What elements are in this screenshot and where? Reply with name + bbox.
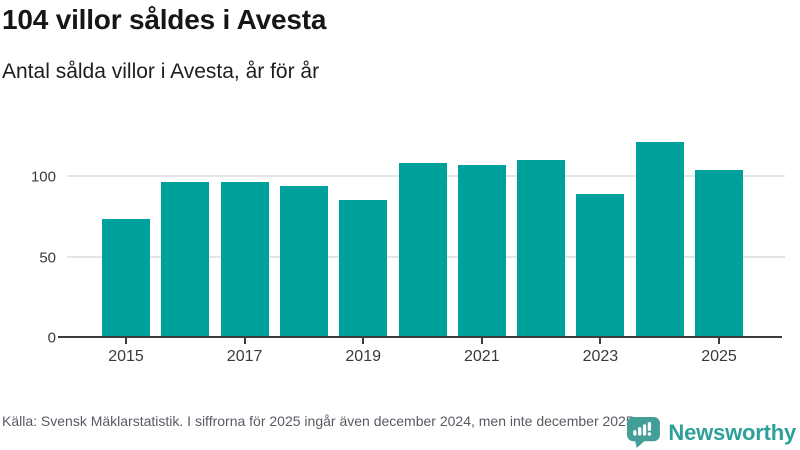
x-axis-tick-label: 2019 [345,348,381,365]
x-axis-tick [125,338,127,344]
bar-2022 [517,160,565,337]
y-axis-tick-label: 0 [47,329,56,347]
x-axis-tick-label: 2017 [226,348,263,365]
bar-chart: 0 50 100 2015 2017 2019 2021 2023 2025 [0,120,800,370]
x-axis-tick [362,338,365,344]
y-axis-tick-label: 100 [30,168,56,186]
x-axis-tick-label: 2021 [464,348,500,365]
bar-2024 [636,142,684,337]
bar-2021 [458,165,506,337]
bar-2016 [161,182,209,337]
bar-2015 [102,219,150,337]
bar-2025 [695,170,743,337]
bar-2017 [221,182,269,337]
x-axis-tick [243,338,246,344]
bar-2023 [576,194,624,337]
bar-2020 [399,163,447,337]
x-axis-line [58,336,782,338]
x-axis-tick [599,338,602,344]
chart-subtitle: Antal sålda villor i Avesta, år för år [2,60,320,83]
x-axis-tick [718,338,720,344]
x-axis-tick-label: 2015 [108,348,144,365]
page-title: 104 villor såldes i Avesta [2,4,327,35]
newsworthy-logo-text: Newsworthy [668,419,796,445]
newsworthy-bubble-chart-icon [627,417,661,448]
y-axis-tick-label: 50 [39,249,56,266]
x-axis-tick-label: 2023 [582,348,619,365]
x-axis-tick [480,338,483,344]
x-axis-tick-label: 2025 [701,348,737,365]
newsworthy-logo: Newsworthy [627,417,796,448]
source-note: Källa: Svensk Mäklarstatistik. I siffror… [2,413,638,429]
bar-2018 [280,186,328,337]
bar-2019 [339,200,387,337]
